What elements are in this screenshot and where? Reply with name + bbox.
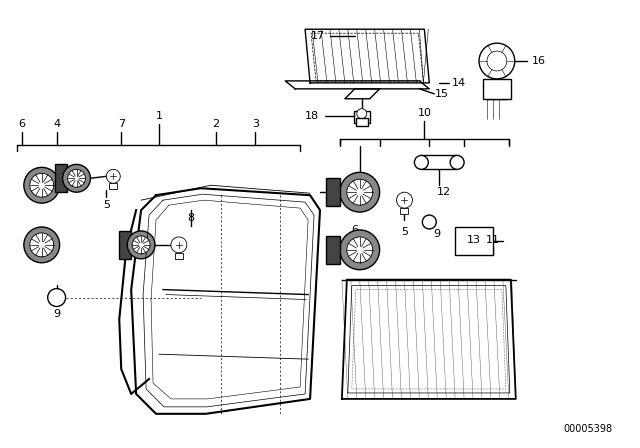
Text: 6: 6 xyxy=(351,225,358,235)
Circle shape xyxy=(63,164,90,192)
Polygon shape xyxy=(305,29,429,83)
Polygon shape xyxy=(131,188,320,414)
Circle shape xyxy=(127,231,155,259)
Text: 1: 1 xyxy=(156,111,163,121)
Circle shape xyxy=(171,237,187,253)
Text: 14: 14 xyxy=(452,78,466,88)
Circle shape xyxy=(48,289,65,306)
Bar xyxy=(54,164,67,192)
Text: 12: 12 xyxy=(437,187,451,197)
Text: 9: 9 xyxy=(53,310,60,319)
Bar xyxy=(119,231,131,259)
Text: 5: 5 xyxy=(103,200,110,210)
Bar xyxy=(483,79,511,99)
Text: 17: 17 xyxy=(311,31,325,41)
Circle shape xyxy=(487,51,507,71)
Polygon shape xyxy=(342,280,516,399)
Circle shape xyxy=(347,237,372,263)
Bar xyxy=(455,227,493,255)
Circle shape xyxy=(415,155,428,169)
Circle shape xyxy=(422,215,436,229)
Circle shape xyxy=(24,227,60,263)
Circle shape xyxy=(106,169,120,183)
Circle shape xyxy=(340,172,380,212)
Bar xyxy=(109,183,117,189)
Bar xyxy=(401,208,408,214)
Bar xyxy=(326,178,340,206)
Bar xyxy=(326,236,340,264)
Circle shape xyxy=(347,179,372,205)
Bar xyxy=(487,83,507,99)
Text: 18: 18 xyxy=(305,111,319,121)
Polygon shape xyxy=(285,81,429,89)
Text: 10: 10 xyxy=(417,108,431,118)
Text: 4: 4 xyxy=(53,119,60,129)
Text: 7: 7 xyxy=(118,119,125,129)
Text: 16: 16 xyxy=(532,56,546,66)
Circle shape xyxy=(30,233,54,257)
Circle shape xyxy=(132,236,150,254)
Text: 00005398: 00005398 xyxy=(564,424,613,434)
Text: 9: 9 xyxy=(434,229,441,239)
Circle shape xyxy=(397,192,412,208)
Text: 5: 5 xyxy=(401,227,408,237)
Text: 8: 8 xyxy=(188,213,195,223)
Bar xyxy=(175,253,183,259)
Bar xyxy=(356,118,368,125)
Bar xyxy=(354,111,370,123)
Text: 11: 11 xyxy=(486,235,500,245)
Circle shape xyxy=(356,109,367,119)
Text: 2: 2 xyxy=(212,119,220,129)
Circle shape xyxy=(340,230,380,270)
Polygon shape xyxy=(345,89,380,99)
Circle shape xyxy=(30,173,54,197)
Circle shape xyxy=(68,169,86,187)
Text: 3: 3 xyxy=(252,119,259,129)
Bar xyxy=(421,155,457,169)
Text: 13: 13 xyxy=(467,235,481,245)
Text: 6: 6 xyxy=(19,119,26,129)
Circle shape xyxy=(450,155,464,169)
Circle shape xyxy=(479,43,515,79)
Circle shape xyxy=(24,168,60,203)
Text: 15: 15 xyxy=(435,89,449,99)
